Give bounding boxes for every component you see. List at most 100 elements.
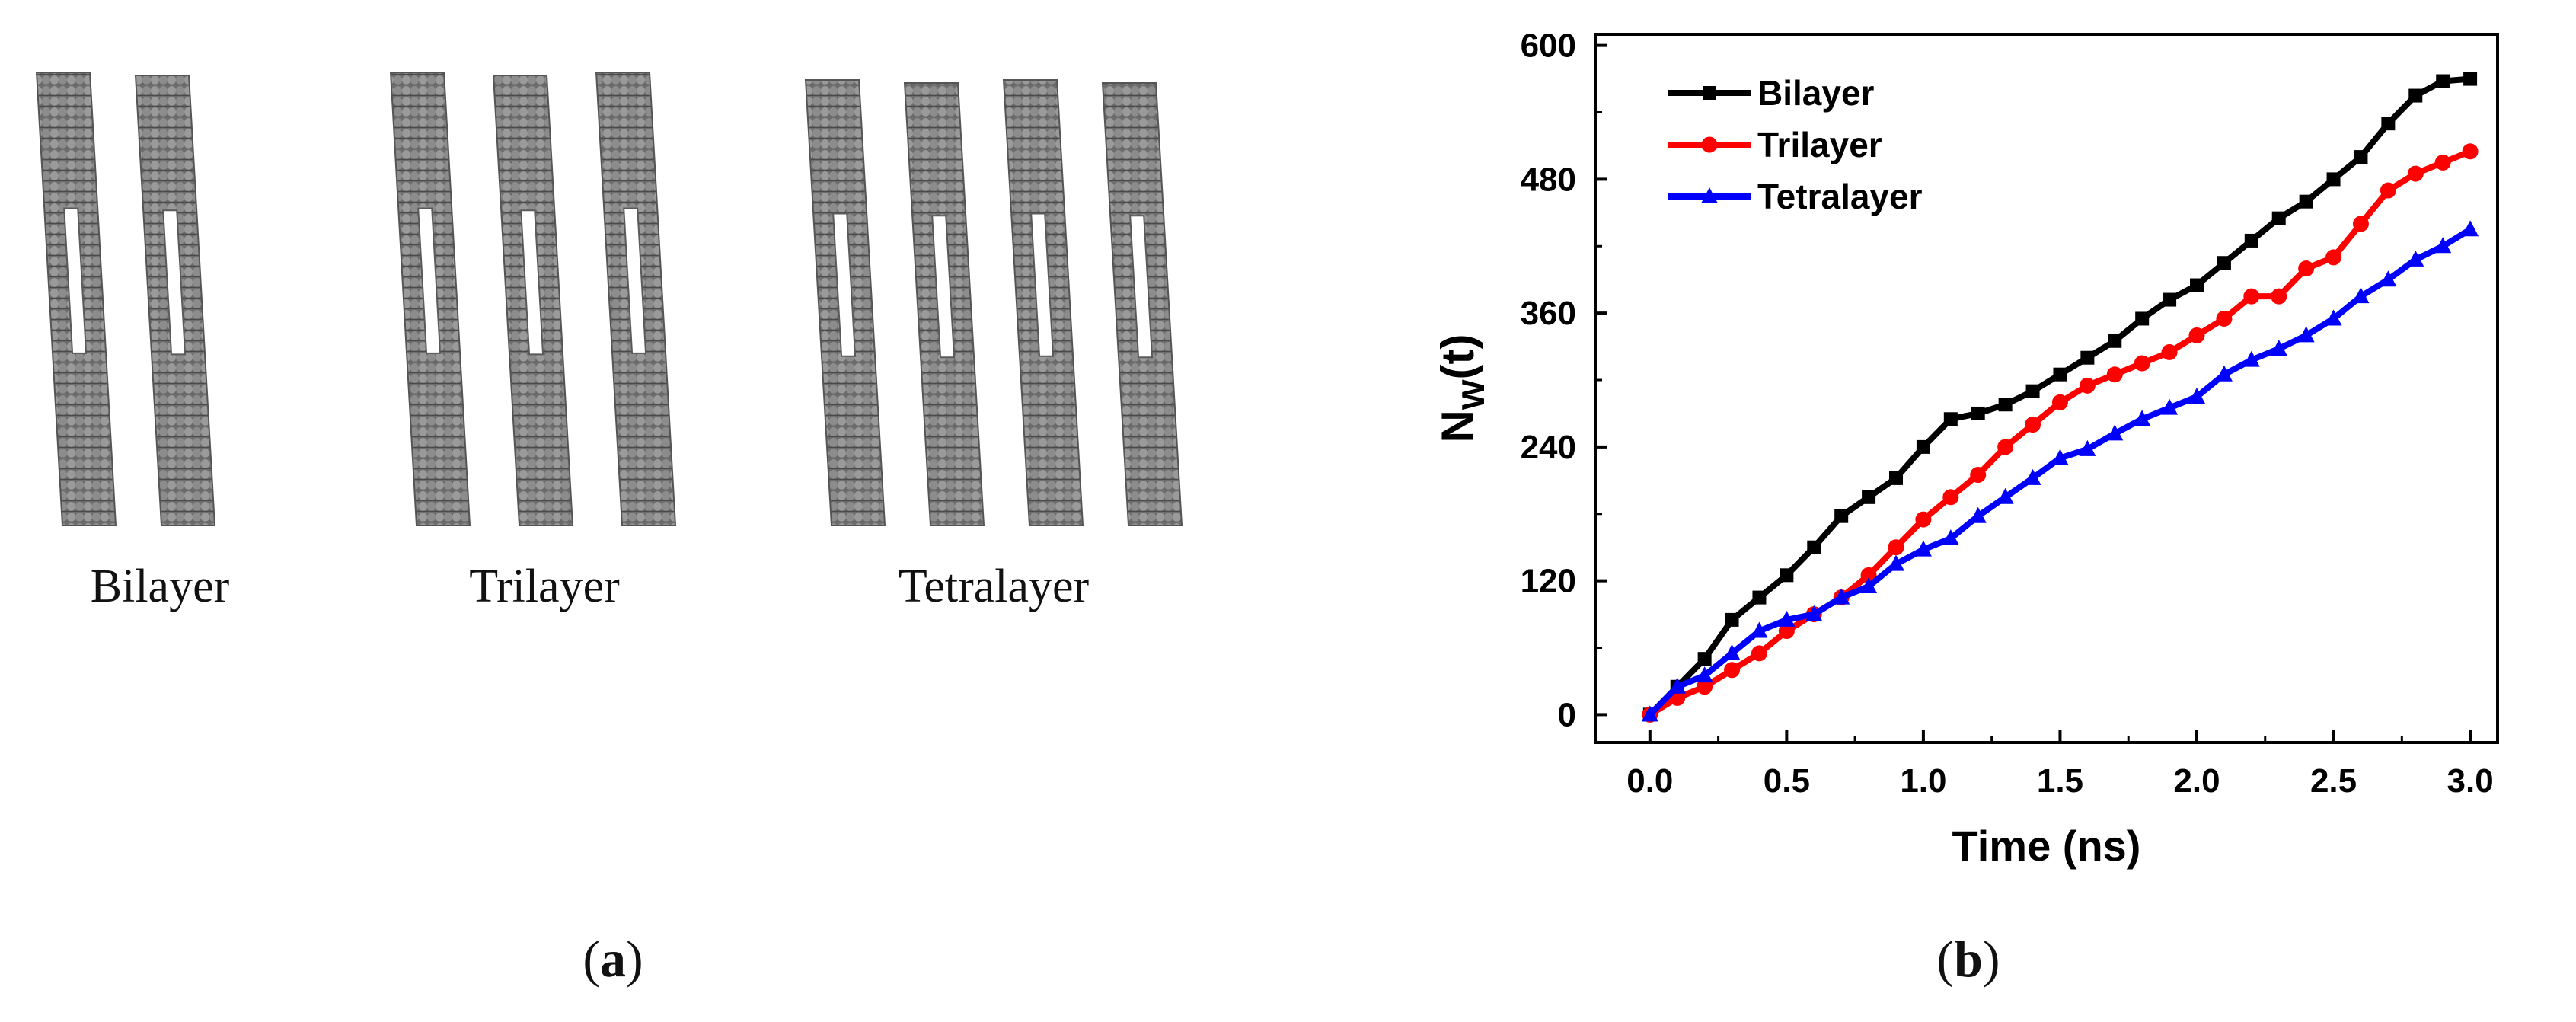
graphene-sheet <box>1101 82 1183 526</box>
data-point <box>1724 662 1741 679</box>
data-point <box>1916 439 1930 454</box>
x-tick-label: 2.5 <box>2310 762 2357 800</box>
sheet-group-label: Tetralayer <box>898 561 1090 612</box>
data-point <box>1834 509 1849 523</box>
panel-b-caption: (b) <box>1936 930 2000 988</box>
series-tetralayer <box>1641 220 2479 722</box>
data-point <box>2161 398 2179 415</box>
graphene-sheet <box>903 82 985 526</box>
graphene-sheet <box>595 72 677 526</box>
data-point <box>1998 398 2013 412</box>
data-point <box>2108 334 2122 348</box>
x-tick-label: 1.5 <box>2037 762 2083 800</box>
plot-frame <box>1594 33 2499 744</box>
graphene-sheets-illustration <box>35 72 1183 526</box>
data-point <box>2163 292 2177 307</box>
data-point <box>2434 154 2451 171</box>
data-point <box>2297 326 2315 343</box>
data-point <box>1780 568 1794 583</box>
data-point <box>1862 490 1876 504</box>
data-point <box>2134 410 2151 426</box>
sheet-group-label: Trilayer <box>469 561 620 612</box>
data-point <box>2298 260 2315 277</box>
data-point <box>1723 644 1741 660</box>
data-point <box>1888 539 1904 556</box>
data-point <box>2271 211 2286 225</box>
data-point <box>2462 143 2479 160</box>
data-point <box>2380 270 2397 287</box>
data-point <box>1697 652 1712 666</box>
data-point <box>1778 623 1795 640</box>
data-point <box>1888 554 1904 571</box>
graphene-sheet <box>389 72 471 526</box>
legend-label: Tetralayer <box>1757 177 1923 216</box>
data-point <box>2079 439 2096 456</box>
data-point <box>1943 412 1958 426</box>
data-point <box>2190 278 2204 292</box>
data-point <box>1701 136 1718 153</box>
graphene-sheet <box>492 75 574 526</box>
data-point <box>2215 365 2233 382</box>
x-tick-label: 0.0 <box>1626 762 1673 800</box>
data-point <box>2462 220 2479 237</box>
data-point <box>1752 590 1767 605</box>
data-point <box>2352 216 2369 232</box>
sheet-slit <box>162 209 187 356</box>
data-point <box>2407 250 2424 267</box>
data-point <box>2381 117 2396 131</box>
data-point <box>2161 343 2178 360</box>
data-point <box>2380 182 2396 199</box>
data-point <box>2407 165 2424 182</box>
data-point <box>1833 588 1850 605</box>
data-point <box>2025 384 2040 398</box>
legend-label: Bilayer <box>1757 73 1875 113</box>
data-point <box>2051 394 2068 410</box>
y-tick-label: 480 <box>1521 161 1576 198</box>
graphene-sheet <box>1002 79 1084 526</box>
data-point <box>1970 467 1987 484</box>
data-point <box>1703 86 1716 100</box>
x-tick-label: 0.5 <box>1764 762 1810 800</box>
legend: Bilayer Trilayer Tetralayer <box>1668 73 1923 216</box>
data-point <box>1701 187 1718 203</box>
data-point <box>1778 610 1796 627</box>
sheet-slit <box>931 215 956 359</box>
data-point <box>2025 417 2041 433</box>
sheet-slit <box>832 212 857 357</box>
data-point <box>2244 233 2258 248</box>
data-point <box>2217 256 2231 270</box>
data-point <box>2352 287 2370 304</box>
data-point <box>1997 439 2014 455</box>
data-point <box>2134 355 2150 372</box>
legend-label: Trilayer <box>1757 125 1882 164</box>
data-point <box>1942 529 1959 545</box>
data-point <box>2325 249 2342 266</box>
data-point <box>2436 74 2450 88</box>
graphene-sheet <box>35 72 117 526</box>
series-bilayer <box>1642 72 2478 722</box>
data-point <box>2270 340 2287 356</box>
data-point <box>2188 387 2205 404</box>
data-point <box>1805 605 1823 621</box>
data-point <box>1751 621 1768 638</box>
data-point <box>1641 705 1658 722</box>
data-point <box>2188 327 2205 343</box>
sheet-slit <box>623 207 647 354</box>
data-point <box>2354 150 2368 164</box>
data-point <box>2408 88 2423 103</box>
data-point <box>1942 489 1959 506</box>
data-point <box>2106 424 2124 441</box>
data-point <box>2242 350 2260 367</box>
data-point <box>2024 468 2041 485</box>
data-point <box>2326 172 2341 187</box>
sheet-slit <box>520 209 544 356</box>
y-tick-label: 240 <box>1521 429 1576 466</box>
graphene-sheet <box>804 79 886 526</box>
data-point <box>1971 406 1985 420</box>
data-point <box>2106 366 2123 383</box>
x-tick-label: 2.0 <box>2173 762 2220 800</box>
data-point <box>2463 72 2478 86</box>
data-point <box>1915 511 1932 528</box>
data-point <box>1969 506 1987 523</box>
